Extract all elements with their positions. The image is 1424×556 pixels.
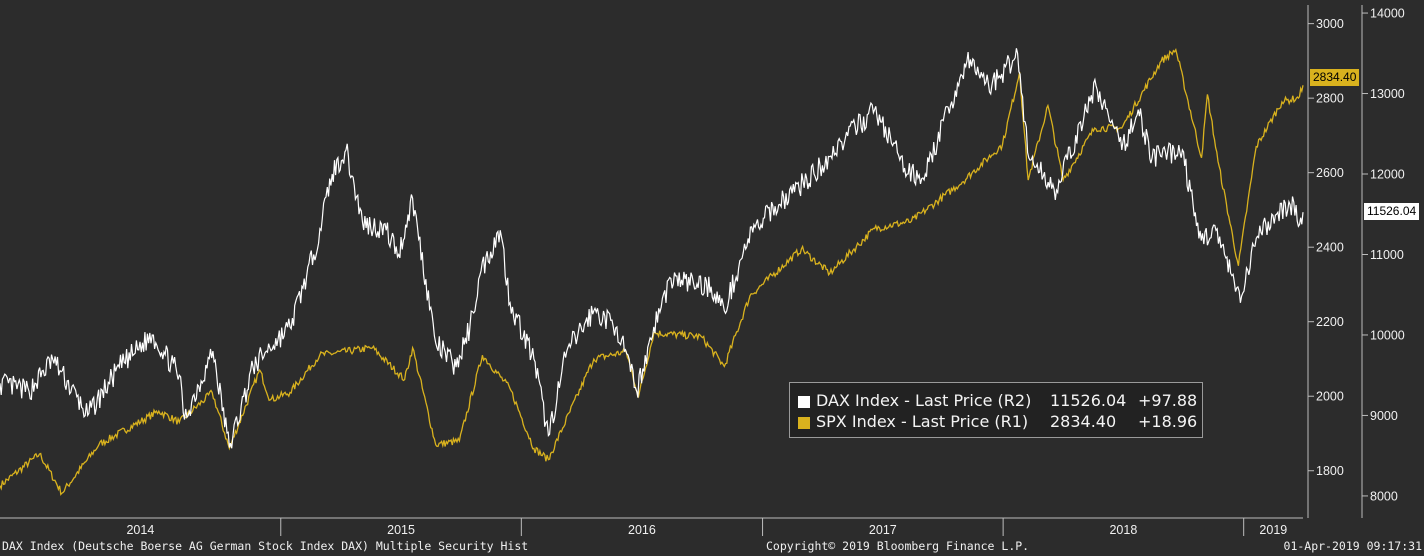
year-label: 2018 <box>1109 523 1137 537</box>
dax-swatch <box>798 396 810 408</box>
r2-axis: 14000 13000 12000 11000 10000 9000 8000 <box>1361 5 1405 518</box>
spx-last-price-tag: 2834.40 <box>1310 69 1360 87</box>
legend-change: +18.96 <box>1138 412 1198 431</box>
year-label: 2017 <box>869 523 897 537</box>
dax-series-line <box>0 48 1304 449</box>
r1-tick-label: 1800 <box>1316 464 1344 478</box>
legend: DAX Index - Last Price (R2) 11526.04 +97… <box>789 382 1203 438</box>
r2-tick-label: 9000 <box>1370 409 1398 423</box>
r1-tick-label: 2800 <box>1316 92 1344 106</box>
plot-area <box>0 47 1304 496</box>
year-label: 2019 <box>1259 523 1287 537</box>
legend-change: +97.88 <box>1138 391 1198 410</box>
r2-tick-label: 14000 <box>1370 7 1405 21</box>
r1-tick-label: 2000 <box>1316 390 1344 404</box>
r1-tick-label: 2200 <box>1316 315 1344 329</box>
r2-tick-label: 12000 <box>1370 168 1405 182</box>
r2-tick-label: 8000 <box>1370 489 1398 503</box>
legend-value: 11526.04 <box>1050 391 1127 410</box>
year-label: 2016 <box>628 523 656 537</box>
spx-series-line <box>0 47 1304 496</box>
year-label: 2014 <box>126 523 154 537</box>
dax-last-price-tag: 11526.04 <box>1364 203 1420 221</box>
year-label: 2015 <box>387 523 415 537</box>
footer-timestamp: 01-Apr-2019 09:17:31 <box>1283 539 1422 553</box>
spx-swatch <box>798 417 810 429</box>
r1-tick-label: 3000 <box>1316 17 1344 31</box>
legend-value: 2834.40 <box>1050 412 1117 431</box>
r2-tick-label: 11000 <box>1370 248 1404 262</box>
r2-tick-label: 13000 <box>1370 87 1405 101</box>
footer-source: DAX Index (Deutsche Boerse AG German Sto… <box>2 539 529 553</box>
r1-tick-label: 2600 <box>1316 166 1344 180</box>
footer-copyright: Copyright© 2019 Bloomberg Finance L.P. <box>766 539 1030 553</box>
r1-axis: 3000 2800 2600 2400 2200 2000 1800 <box>1307 5 1344 518</box>
x-axis: 2014 2015 2016 2017 2018 2019 <box>0 517 1303 537</box>
r2-tick-label: 10000 <box>1370 328 1405 342</box>
footer: DAX Index (Deutsche Boerse AG German Sto… <box>0 536 1424 556</box>
legend-label: SPX Index - Last Price (R1) <box>816 412 1029 431</box>
r1-tick-label: 2400 <box>1316 241 1344 255</box>
legend-label: DAX Index - Last Price (R2) <box>816 391 1032 410</box>
